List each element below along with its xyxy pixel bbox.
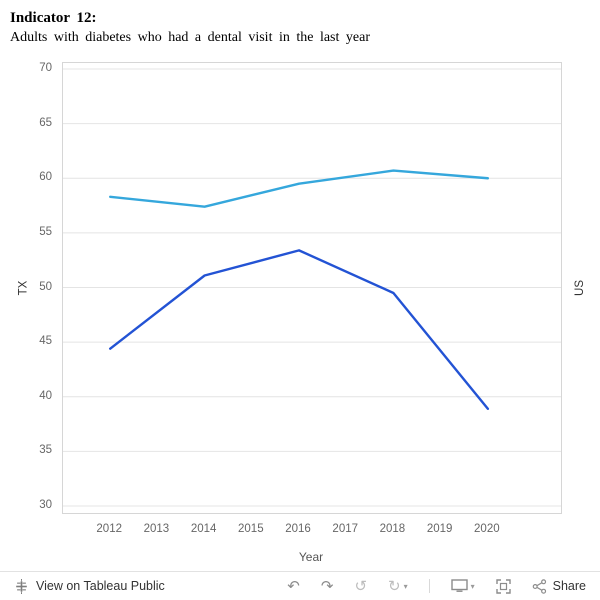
x-tick-label: 2016 xyxy=(285,523,311,535)
replay-forward-icon: ↻ xyxy=(388,577,401,595)
right-axis-title: US xyxy=(573,280,586,296)
tableau-logo-icon xyxy=(14,578,29,594)
download-button[interactable]: ▾ xyxy=(450,579,475,594)
toolbar-divider xyxy=(428,579,430,593)
y-tick-label: 60 xyxy=(39,171,52,184)
replay-icon[interactable]: ↺ xyxy=(354,577,368,595)
series-line-US[interactable] xyxy=(109,169,490,208)
y-tick-label: 40 xyxy=(39,389,52,402)
share-icon xyxy=(532,578,546,594)
share-label: Share xyxy=(552,579,586,593)
y-tick-label: 45 xyxy=(39,335,52,348)
x-tick-label: 2012 xyxy=(96,523,122,535)
y-tick-label: 30 xyxy=(39,499,52,511)
toolbar-actions: ↶ ↷ ↺ ↻ ▾ ▾ xyxy=(287,579,586,594)
y-tick-label: 65 xyxy=(39,116,52,129)
view-on-tableau-label: View on Tableau Public xyxy=(36,579,165,593)
chart-subtitle: Adults with diabetes who had a dental vi… xyxy=(10,30,370,45)
plot-area[interactable] xyxy=(62,62,562,514)
x-tick-label: 2018 xyxy=(379,523,406,535)
chart-title: Indicator 12: xyxy=(10,10,97,26)
x-tick-label: 2020 xyxy=(474,523,500,535)
series-line-TX[interactable] xyxy=(109,249,490,410)
replay-speed-button[interactable]: ↻ ▾ xyxy=(388,579,408,594)
redo-icon[interactable]: ↷ xyxy=(320,577,334,595)
y-tick-label: 70 xyxy=(39,62,52,74)
x-tick-label: 2015 xyxy=(238,523,264,535)
chevron-down-icon: ▾ xyxy=(403,581,408,591)
monitor-icon xyxy=(450,579,468,592)
line-chart: TX US 30 35 40 45 50 55 60 65 70 2012 2013 2014 201… xyxy=(0,60,600,572)
x-axis-title: Year xyxy=(298,550,324,564)
chart-canvas xyxy=(63,68,561,507)
fullscreen-icon xyxy=(495,578,511,594)
fullscreen-button[interactable] xyxy=(495,578,511,594)
share-button[interactable]: Share xyxy=(532,578,586,594)
x-tick-label: 2014 xyxy=(190,523,217,535)
x-tick-label: 2019 xyxy=(426,523,453,535)
undo-icon[interactable]: ↶ xyxy=(287,577,300,595)
x-tick-label: 2013 xyxy=(143,523,170,535)
chart-header: Indicator 12: Adults with diabetes who h… xyxy=(10,8,590,48)
y-tick-label: 35 xyxy=(39,444,52,457)
y-tick-label: 50 xyxy=(39,280,52,293)
view-on-tableau-link[interactable]: View on Tableau Public xyxy=(14,578,165,594)
tableau-toolbar: View on Tableau Public ↶ ↷ ↺ ↻ ▾ ▾ xyxy=(0,571,600,600)
y-tick-label: 55 xyxy=(39,225,52,238)
chevron-down-icon: ▾ xyxy=(470,581,475,591)
x-tick-label: 2017 xyxy=(332,523,359,535)
